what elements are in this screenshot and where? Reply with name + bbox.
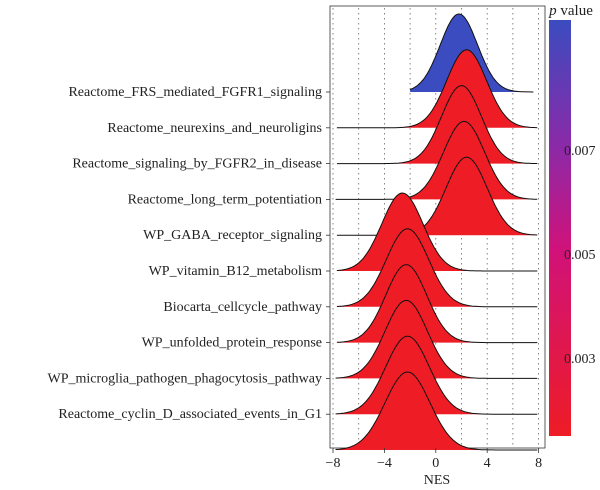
colorbar-tick-label: 0.005	[564, 248, 596, 263]
colorbar-title-rest: value	[557, 3, 594, 19]
ridge-outline	[336, 156, 538, 236]
ridge-fill	[336, 157, 538, 236]
ridge-outline	[336, 192, 538, 272]
pathway-label: Biocarta_cellcycle_pathway	[163, 300, 322, 315]
ridge-fill	[336, 228, 538, 307]
pathway-label: Reactome_long_term_potentiation	[128, 192, 322, 207]
pathway-label: WP_unfolded_protein_response	[142, 336, 322, 351]
ridge-outline	[335, 120, 538, 200]
pathway-label: Reactome_signaling_by_FGFR2_in_disease	[72, 157, 322, 172]
x-tick-label: 0	[432, 456, 439, 471]
ridge-fill	[335, 372, 538, 450]
x-tick-label: 4	[484, 456, 491, 471]
ridge-outline	[336, 85, 538, 165]
ridge-fill	[336, 264, 538, 343]
pathway-label: WP_vitamin_B12_metabolism	[149, 264, 323, 279]
colorbar-ticks: 0.007 0.005 0.003	[564, 144, 596, 367]
ridge-fill	[335, 300, 538, 379]
x-tick-label: −4	[377, 456, 392, 471]
colorbar-tick-label: 0.003	[564, 352, 596, 367]
pathway-label: WP_GABA_receptor_signaling	[143, 228, 322, 243]
colorbar-title: p value	[548, 3, 593, 19]
pathway-label: Reactome_neurexins_and_neuroligins	[107, 121, 322, 136]
x-tick-label: 8	[535, 456, 542, 471]
x-axis-title: NES	[424, 473, 450, 488]
ridge-outline	[335, 335, 538, 415]
ridge-fill	[335, 121, 538, 200]
colorbar-title-italic: p	[548, 3, 557, 19]
ridge-outline	[336, 228, 538, 308]
ridge-fill	[336, 49, 538, 128]
row-labels: Reactome_FRS_mediated_FGFR1_signaling Rea…	[48, 85, 330, 422]
x-axis: −8 −4 0 4 8	[326, 448, 542, 471]
plot-panel	[329, 5, 546, 451]
ridge-fill	[336, 85, 538, 164]
colorbar: p value 0.007 0.005 0.003	[548, 3, 596, 436]
ridge-fill	[335, 336, 538, 415]
pathway-label: Reactome_cyclin_D_associated_events_in_G…	[58, 407, 322, 422]
x-tick-label: −8	[326, 456, 341, 471]
ridge-outline	[336, 264, 538, 344]
pathway-label: WP_microglia_pathogen_phagocytosis_pathw…	[48, 371, 323, 386]
pathway-label: Reactome_FRS_mediated_FGFR1_signaling	[68, 85, 322, 100]
ridge-outline	[409, 13, 534, 93]
ridge-outline	[335, 371, 538, 451]
ridge-outline	[335, 299, 538, 379]
colorbar-tick-label: 0.007	[564, 144, 596, 159]
ridges	[335, 13, 538, 451]
colorbar-gradient	[549, 20, 571, 436]
ridge-outline	[336, 49, 538, 129]
